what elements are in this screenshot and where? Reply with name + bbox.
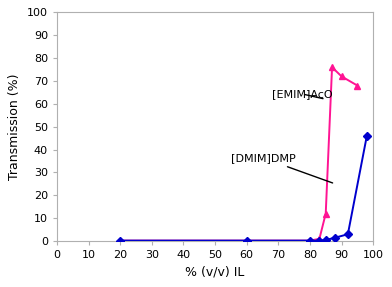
Text: [EMIM]AcO: [EMIM]AcO — [272, 89, 332, 99]
Y-axis label: Transmission (%): Transmission (%) — [8, 73, 21, 180]
Text: [DMIM]DMP: [DMIM]DMP — [231, 153, 332, 183]
X-axis label: % (v/v) IL: % (v/v) IL — [185, 266, 245, 279]
